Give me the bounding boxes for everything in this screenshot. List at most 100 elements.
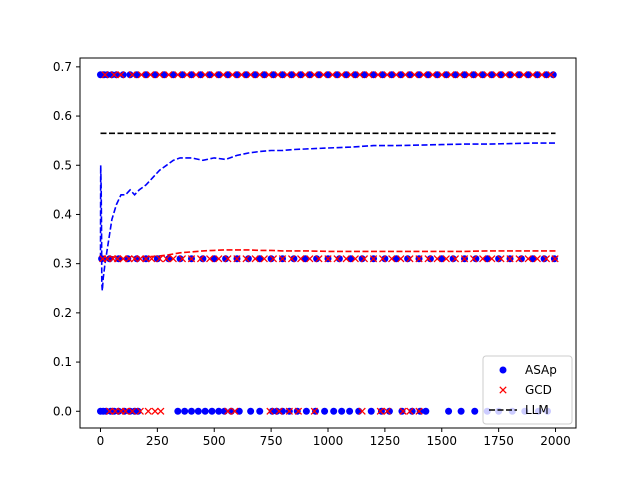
gcd-point-46 (520, 71, 528, 79)
gcd-point-24 (319, 71, 328, 79)
asap-point-12 (178, 71, 186, 79)
asap-point-47 (497, 71, 505, 79)
gcd-point-31 (383, 71, 391, 79)
gcd-point-62 (169, 255, 177, 263)
gcd-point-69 (233, 255, 241, 263)
gcd-point-15 (237, 71, 246, 79)
asap-point-4 (112, 71, 120, 79)
gcd-point-124 (399, 407, 407, 415)
asap-point-54 (98, 255, 106, 263)
legend-label-asap: ASAp (525, 363, 557, 377)
asap-point-89 (483, 255, 491, 263)
legend: ASAp GCD LLM (482, 355, 573, 425)
asap-point-105 (134, 407, 142, 415)
asap-point-14 (197, 71, 205, 79)
x-tick-label-8: 2000 (540, 434, 571, 448)
asap-point-84 (426, 255, 434, 263)
asap-point-39 (424, 71, 432, 79)
asap-point-109 (194, 407, 202, 415)
asap-point-30 (342, 71, 350, 79)
gcd-point-63 (178, 255, 187, 263)
asap-point-106 (174, 407, 182, 415)
asap-point-72 (290, 255, 298, 263)
gcd-point-77 (306, 255, 314, 263)
legend-marker-gcd (499, 386, 507, 394)
gcd-point-76 (297, 255, 305, 263)
gcd-point-118 (285, 407, 293, 415)
gcd-point-95 (469, 255, 478, 263)
gcd-point-12 (210, 71, 218, 79)
y-tick-label-1: 0.1 (53, 355, 72, 369)
asap-point-33 (370, 71, 378, 79)
x-tick-label-2: 500 (203, 434, 226, 448)
asap-point-10 (160, 71, 168, 79)
asap-point-73 (301, 255, 309, 263)
gcd-point-37 (438, 71, 446, 79)
gcd-point-3 (128, 71, 136, 79)
asap-point-133 (398, 407, 406, 415)
asap-point-41 (442, 71, 450, 79)
gcd-point-22 (301, 71, 309, 79)
x-axis: 0 250 500 750 1000 1250 1500 1750 2000 (97, 428, 571, 448)
gcd-point-106 (111, 407, 119, 415)
asap-point-36 (397, 71, 405, 79)
gcd-point-91 (433, 255, 441, 263)
gcd-point-115 (231, 407, 239, 415)
gcd-point-78 (315, 255, 323, 263)
gcd-point-51 (103, 255, 111, 263)
gcd-point-112 (151, 407, 159, 415)
gcd-point-97 (488, 255, 496, 263)
y-tick-label-7: 0.7 (53, 60, 72, 74)
gcd-point-110 (136, 407, 144, 415)
legend-label-llm: LLM (525, 403, 549, 417)
gcd-point-2 (117, 71, 125, 79)
gcd-point-27 (347, 71, 355, 79)
asap-point-11 (169, 71, 177, 79)
asap-point-57 (124, 255, 132, 263)
gcd-point-11 (201, 71, 209, 79)
gcd-point-123 (383, 407, 391, 415)
asap-point-120 (278, 407, 286, 415)
gcd-point-74 (278, 255, 287, 263)
asap-point-82 (404, 255, 412, 263)
gcd-point-42 (483, 71, 491, 79)
gcd-point-33 (401, 71, 410, 79)
gcd-point-103 (542, 255, 551, 263)
gcd-point-66 (206, 255, 214, 263)
asap-point-136 (422, 407, 430, 415)
gcd-point-96 (479, 255, 487, 263)
asap-point-80 (381, 255, 389, 263)
gcd-point-40 (465, 71, 473, 79)
asap-point-22 (269, 71, 277, 79)
gcd-point-109 (128, 407, 136, 415)
asap-point-112 (215, 407, 223, 415)
asap-point-24 (288, 71, 296, 79)
asap-point-81 (392, 255, 400, 263)
asap-point-134 (408, 407, 416, 415)
gcd-point-94 (460, 255, 469, 263)
asap-point-77 (347, 255, 355, 263)
gcd-point-86 (388, 255, 396, 263)
y-tick-label-3: 0.3 (53, 257, 72, 271)
asap-point-124 (311, 407, 319, 415)
gcd-point-56 (130, 255, 139, 263)
gcd-point-108 (121, 407, 130, 415)
asap-point-94 (540, 255, 548, 263)
y-tick-label-2: 0.2 (53, 306, 72, 320)
asap-point-131 (377, 407, 385, 415)
y-axis: 0.0 0.1 0.2 0.3 0.4 0.5 0.6 0.7 (53, 60, 80, 418)
gcd-point-48 (538, 71, 546, 79)
asap-point-128 (346, 407, 354, 415)
gcd-point-102 (533, 255, 541, 263)
asap-point-132 (385, 407, 393, 415)
asap-point-86 (449, 255, 457, 263)
gcd-point-64 (187, 255, 196, 263)
y-tick-label-6: 0.6 (53, 109, 72, 123)
asap-point-61 (165, 255, 173, 263)
gcd-point-55 (125, 255, 133, 263)
gcd-point-117 (275, 407, 283, 415)
gcd-point-13 (219, 71, 227, 79)
asap-point-20 (251, 71, 259, 79)
asap-point-127 (338, 407, 346, 415)
